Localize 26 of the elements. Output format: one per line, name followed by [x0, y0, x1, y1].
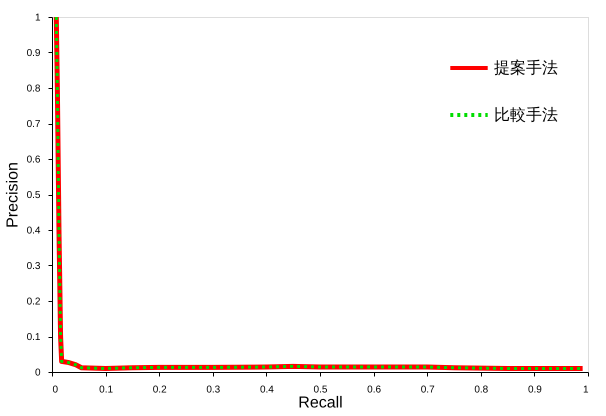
- y-tick-label: 0.1: [26, 332, 41, 343]
- y-tick-label: 0.9: [26, 48, 41, 59]
- x-tick-label: 0.4: [260, 384, 274, 396]
- y-tick-label: 0.4: [26, 226, 41, 236]
- x-tick-label: 0.5: [314, 384, 328, 396]
- y-axis-title: Precision: [4, 162, 22, 228]
- y-tick-label: 1: [34, 12, 41, 24]
- x-tick-label: 0.8: [474, 384, 489, 396]
- y-tick-label: 0.7: [26, 119, 41, 130]
- x-tick-label: 0: [52, 384, 58, 396]
- x-tick-label: 0.7: [420, 384, 436, 396]
- legend-label: 比較手法: [494, 105, 558, 124]
- x-tick-label: 0.9: [528, 384, 542, 396]
- y-tick-label: 0.5: [26, 190, 41, 201]
- y-tick-label: 0.2: [26, 296, 41, 308]
- x-tick-label: 0.6: [367, 384, 382, 396]
- x-axis-title: Recall: [298, 394, 343, 412]
- y-tick-label: 0: [34, 368, 41, 378]
- y-tick-label: 0.6: [26, 154, 41, 166]
- x-tick-label: 0.1: [99, 384, 114, 396]
- x-tick-label: 0.3: [206, 384, 221, 396]
- y-tick-label: 0.8: [26, 84, 41, 94]
- y-tick-label: 0.3: [26, 261, 41, 272]
- x-tick-label: 1: [582, 384, 589, 396]
- legend-label: 提案手法: [494, 58, 558, 77]
- x-tick-label: 0.2: [152, 384, 168, 396]
